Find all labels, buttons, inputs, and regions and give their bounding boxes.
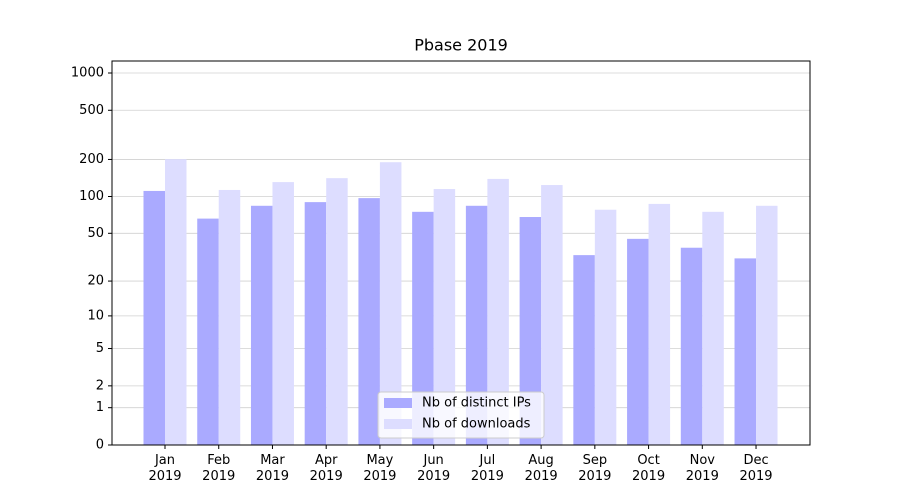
x-tick-label: Nov 2019 (685, 453, 719, 484)
bar (358, 198, 380, 445)
bar (433, 189, 456, 445)
y-tick-label: 50 (87, 226, 104, 241)
y-tick-label: 10 (87, 308, 104, 323)
bar (573, 255, 595, 445)
x-tick-label: Jan 2019 (148, 453, 182, 484)
y-tick-label: 100 (79, 189, 104, 204)
legend-label: Nb of downloads (422, 417, 531, 432)
y-tick-label: 1 (96, 400, 104, 415)
bar (648, 203, 671, 445)
legend-box (377, 391, 545, 439)
bar (680, 247, 703, 445)
x-tick-label: Aug 2019 (524, 453, 558, 484)
x-tick-label: Jul 2019 (470, 453, 504, 484)
legend-label: Nb of distinct IPs (422, 396, 531, 411)
bar (304, 202, 327, 445)
bar (412, 211, 434, 445)
y-tick-label: 500 (79, 103, 104, 118)
bar (594, 209, 617, 445)
bar (218, 189, 241, 445)
x-tick-label: May 2019 (363, 453, 397, 484)
bar (734, 258, 757, 445)
axes-frame (111, 60, 811, 446)
x-tick-label: Mar 2019 (255, 453, 289, 484)
x-tick-label: Oct 2019 (632, 453, 666, 484)
bar (250, 205, 273, 445)
x-tick-label: Dec 2019 (739, 453, 773, 484)
x-tick-label: Sep 2019 (578, 453, 612, 484)
bar (165, 159, 187, 445)
y-tick-label: 5 (96, 341, 104, 356)
y-tick-label: 2 (96, 378, 104, 393)
y-tick-label: 20 (87, 274, 104, 289)
legend-swatch (384, 398, 412, 408)
bar (272, 182, 294, 445)
bar (541, 185, 563, 445)
bar (627, 238, 649, 445)
y-tick-label: 1000 (71, 66, 104, 81)
y-tick-label: 200 (79, 152, 104, 167)
bar (487, 178, 509, 445)
bar (379, 162, 402, 445)
bar (756, 205, 778, 445)
y-tick-label: 0 (96, 438, 104, 453)
x-tick-label: Apr 2019 (309, 453, 343, 484)
bar (143, 190, 165, 445)
bar (197, 218, 219, 445)
bar (465, 205, 488, 445)
bar (702, 211, 724, 445)
x-tick-label: Jun 2019 (417, 453, 451, 484)
chart-title: Pbase 2019 (414, 36, 508, 55)
bar (519, 217, 542, 445)
x-tick-label: Feb 2019 (202, 453, 236, 484)
bar (326, 178, 348, 445)
legend-swatch (384, 419, 412, 429)
